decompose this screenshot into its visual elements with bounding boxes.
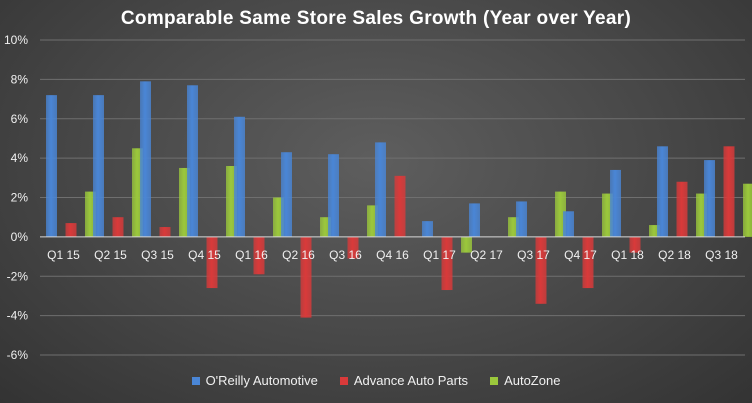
bar-oreilly (328, 154, 339, 237)
bar-advance (676, 181, 688, 237)
bar-advance (253, 236, 265, 275)
x-tick-label: Q1 15 (47, 248, 80, 262)
bar-autozone (461, 236, 472, 253)
legend-label: Advance Auto Parts (353, 373, 469, 388)
bar-advance (723, 146, 735, 237)
x-tick-label: Q3 16 (329, 248, 362, 262)
x-tick-label: Q2 16 (282, 248, 315, 262)
bar-oreilly (657, 146, 668, 237)
grid-lines (40, 39, 745, 356)
x-tick-label: Q2 18 (658, 248, 691, 262)
bar-autozone (508, 217, 519, 237)
x-tick-label: Q3 18 (705, 248, 738, 262)
bar-oreilly (610, 169, 621, 237)
legend-item: Advance Auto Parts (339, 373, 469, 388)
axes: -6% -4% -2% 0% 2% 4% 6% 8% 10% Q1 15 Q2 15 Q3 15 Q4 … (4, 33, 745, 362)
bar-autozone (743, 183, 752, 237)
bar-advance (629, 236, 641, 253)
bar-oreilly (563, 211, 574, 237)
y-tick-label: 10% (4, 33, 28, 47)
bar-advance (441, 236, 453, 291)
x-tick-label: Q3 15 (141, 248, 174, 262)
x-tick-label: Q1 18 (611, 248, 644, 262)
bar-autozone (179, 167, 190, 237)
bar-advance (300, 236, 312, 318)
x-tick-label: Q3 17 (517, 248, 550, 262)
bar-oreilly (234, 116, 245, 237)
y-tick-label: -2% (7, 269, 29, 283)
bar-autozone (696, 193, 707, 237)
bar-advance (394, 175, 406, 237)
y-tick-label: -6% (7, 348, 29, 362)
chart-title: Comparable Same Store Sales Growth (Year… (120, 8, 632, 29)
bar-autozone (320, 217, 331, 237)
bar-advance (159, 227, 171, 237)
bar-oreilly (140, 81, 151, 237)
bar-oreilly (281, 152, 292, 237)
bar-oreilly (704, 160, 715, 237)
bar-oreilly (187, 85, 198, 237)
bar-oreilly (516, 201, 527, 237)
legend-swatch (490, 376, 499, 385)
bar-autozone (226, 166, 237, 237)
legend-swatch (339, 376, 348, 385)
legend-swatch (191, 376, 200, 385)
bar-oreilly (422, 221, 433, 237)
bar-advance (112, 217, 124, 237)
legend-item: AutoZone (490, 373, 560, 388)
bar-advance (65, 223, 77, 237)
bar-autozone (649, 225, 660, 237)
bar-autozone (555, 191, 566, 237)
bar-oreilly (469, 203, 480, 237)
y-tick-label: 6% (11, 112, 29, 126)
y-tick-label: 8% (11, 72, 29, 86)
x-tick-label: Q4 17 (564, 248, 597, 262)
y-tick-label: -4% (7, 309, 29, 323)
bars (46, 81, 752, 318)
y-tick-label: 0% (11, 230, 29, 244)
legend-label: O'Reilly Automotive (205, 373, 318, 388)
x-tick-label: Q1 16 (235, 248, 268, 262)
y-tick-label: 4% (11, 151, 29, 165)
legend-item: O'Reilly Automotive (191, 373, 318, 388)
bar-autozone (273, 197, 284, 237)
legend-label: AutoZone (504, 373, 561, 388)
bar-oreilly (375, 142, 386, 237)
bar-advance (535, 236, 547, 304)
bar-oreilly (93, 95, 104, 237)
y-tick-label: 2% (11, 191, 29, 205)
x-tick-label: Q1 17 (423, 248, 456, 262)
bar-advance (582, 236, 594, 289)
bar-autozone (85, 191, 96, 237)
bar-oreilly (46, 95, 57, 237)
x-tick-label: Q2 15 (94, 248, 127, 262)
bar-advance (206, 236, 218, 289)
bar-autozone (602, 193, 613, 237)
bar-advance (347, 236, 359, 259)
x-tick-label: Q2 17 (470, 248, 503, 262)
x-tick-label: Q4 16 (376, 248, 409, 262)
chart-legend: O'Reilly Automotive Advance Auto Parts Aut… (0, 373, 752, 388)
x-tick-label: Q4 15 (188, 248, 221, 262)
bar-autozone (132, 148, 143, 237)
bar-autozone (367, 205, 378, 237)
